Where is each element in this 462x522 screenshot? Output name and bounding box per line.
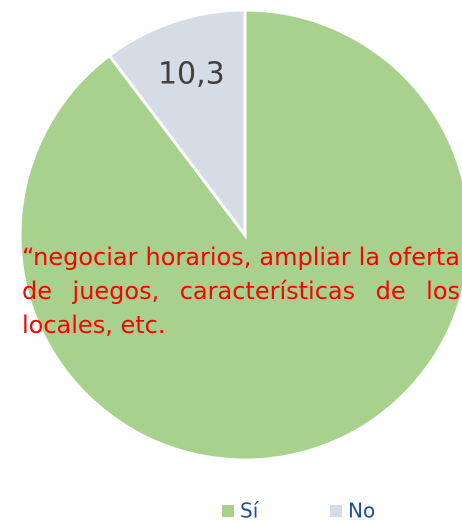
legend-label: Sí <box>240 499 260 522</box>
legend-swatch <box>222 505 234 517</box>
pie-slice <box>107 8 247 240</box>
legend-label: No <box>348 499 375 522</box>
pie-slice <box>18 8 462 462</box>
annotation: “negociar horarios, ampliar la oferta de… <box>22 243 460 339</box>
legend-swatch <box>330 505 342 517</box>
data-label: 10,3 <box>158 57 225 92</box>
